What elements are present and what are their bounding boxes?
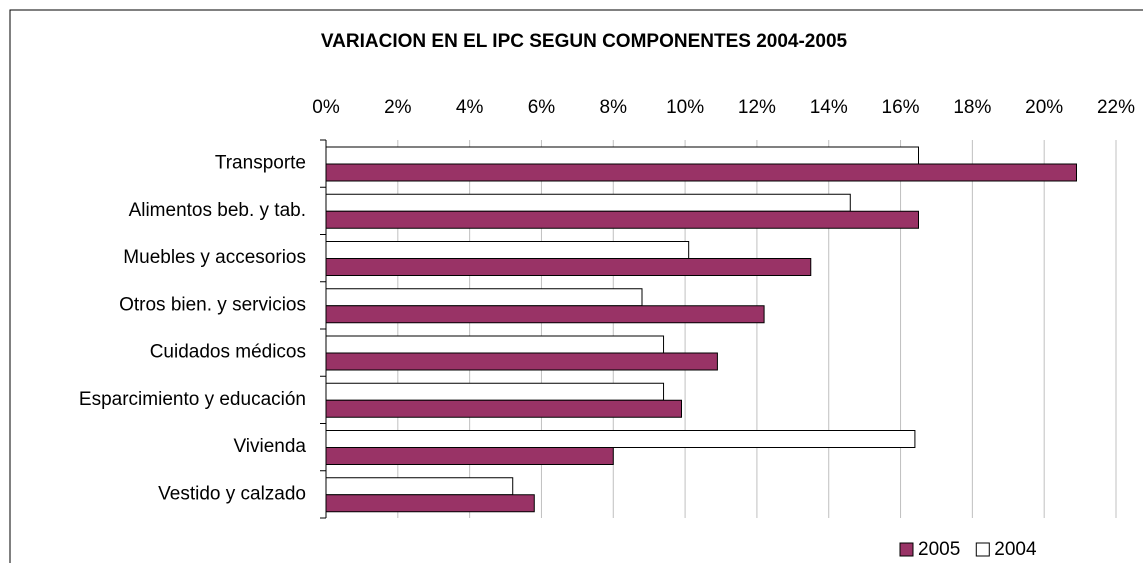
bar [325,352,718,371]
y-tick-label: Vestido y calzado [158,483,306,504]
bar [325,241,690,259]
bar [325,193,851,212]
bar [325,399,682,418]
x-tick-label: 4% [456,97,484,118]
y-tick-label: Esparcimiento y educación [79,389,306,410]
x-tick-label: 16% [882,97,920,118]
y-tick-label: Otros bien. y servicios [119,294,306,315]
x-tick-label: 10% [666,97,704,118]
x-tick-label: 2% [384,97,412,118]
bar [325,288,643,307]
bar [325,494,535,513]
bar [325,163,1077,182]
bar [325,477,514,496]
y-tick-label: Transporte [215,153,306,174]
x-tick-label: 20% [1025,97,1063,118]
x-tick-label: 6% [528,97,556,118]
chart-frame [9,9,1143,563]
legend-swatch [975,542,990,557]
bar [325,335,665,354]
x-tick-label: 14% [810,97,848,118]
chart-title: VARIACION EN EL IPC SEGUN COMPONENTES 20… [321,31,848,52]
x-tick-label: 12% [738,97,776,118]
bar [325,382,665,401]
legend-swatch [899,542,914,557]
bar [325,210,919,229]
legend-label: 2005 [918,539,960,560]
x-tick-label: 22% [1097,97,1135,118]
bar [325,305,765,324]
x-tick-label: 8% [600,97,628,118]
bar [325,258,812,276]
bar [325,430,916,448]
x-tick-label: 0% [312,97,340,118]
y-tick-label: Muebles y accesorios [123,247,306,268]
bar [325,146,919,165]
y-tick-label: Vivienda [233,436,306,457]
y-tick-label: Cuidados médicos [150,342,306,363]
legend-label: 2004 [994,539,1037,560]
bar [325,447,614,465]
y-tick-label: Alimentos beb. y tab. [129,200,306,221]
x-tick-label: 18% [953,97,991,118]
